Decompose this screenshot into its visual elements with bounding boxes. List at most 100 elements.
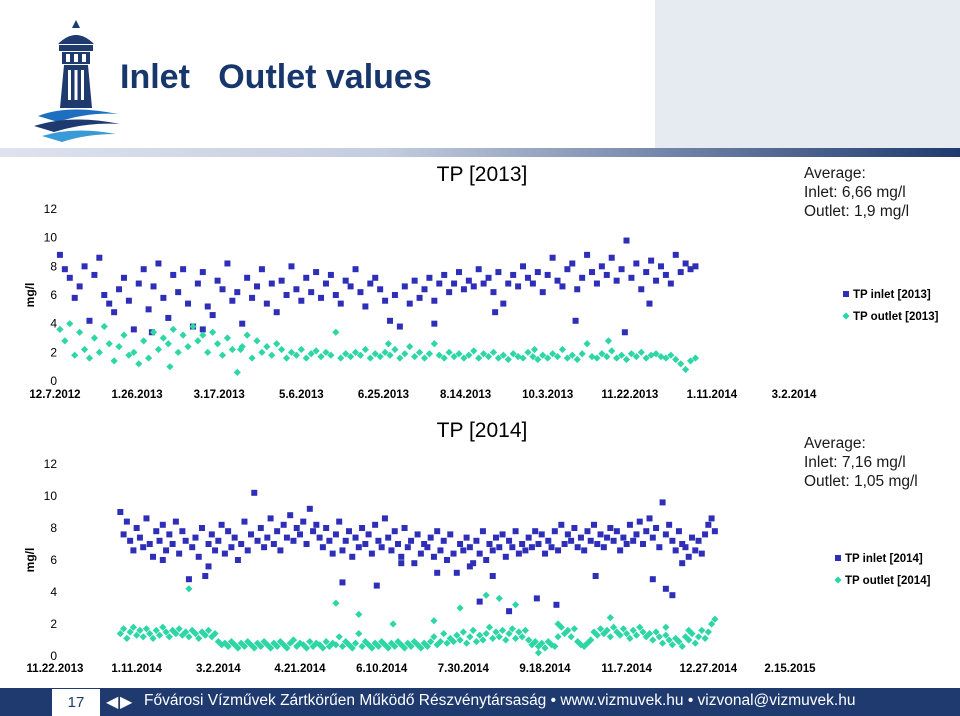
footer-bar [0, 688, 960, 716]
outlet-data-point [351, 348, 360, 356]
outlet-data-point [489, 348, 498, 356]
next-slide-button[interactable]: ▶ [120, 694, 133, 711]
outlet-data-point [400, 644, 409, 652]
outlet-data-point [332, 599, 340, 607]
inlet-data-point [626, 521, 633, 528]
previous-slide-button[interactable]: ◀ [106, 694, 119, 711]
outlet-data-point [152, 626, 160, 634]
inlet-data-point [554, 277, 561, 284]
outlet-data-point [652, 350, 660, 358]
inlet-data-point [628, 274, 635, 281]
inlet-data-point [581, 547, 588, 554]
y-tick-label: 12 [44, 202, 58, 216]
inlet-data-point [135, 280, 142, 287]
outlet-data-point [482, 591, 490, 599]
inlet-data-point [574, 544, 581, 551]
outlet-data-point [420, 354, 429, 362]
outlet-data-point [539, 351, 547, 359]
inlet-data-point [238, 541, 245, 547]
inlet-data-point [192, 534, 199, 541]
outlet-data-point [90, 334, 99, 342]
inlet-data-point [685, 553, 692, 560]
outlet-data-point [182, 628, 190, 636]
outlet-data-point [394, 638, 402, 646]
outlet-data-point [355, 610, 363, 618]
inlet-data-point [359, 525, 366, 531]
average-label: Average: [804, 165, 866, 182]
inlet-data-point [441, 271, 448, 278]
outlet-data-point [247, 641, 255, 649]
inlet-data-point [623, 237, 630, 244]
inlet-data-point [476, 550, 483, 557]
inlet-data-point [404, 544, 411, 551]
outlet-data-point [604, 337, 613, 345]
inlet-data-point [215, 537, 222, 544]
footer-text: Fővárosi Vízművek Zártkörűen Működő Rész… [144, 692, 856, 709]
chart-title: TP [2013] [437, 163, 528, 186]
outlet-data-point [244, 638, 252, 646]
outlet-data-point [647, 351, 655, 359]
inlet-data-point [337, 300, 344, 307]
outlet-data-point [381, 641, 389, 649]
outlet-data-point [456, 636, 464, 644]
inlet-data-point [56, 251, 63, 258]
inlet-data-point [130, 326, 137, 333]
outlet-data-point [361, 638, 369, 646]
inlet-data-point [555, 547, 562, 554]
outlet-data-point [129, 623, 137, 631]
inlet-data-point [416, 294, 423, 301]
inlet-data-point [538, 531, 545, 538]
outlet-data-point [626, 634, 634, 642]
inlet-data-point [698, 550, 705, 557]
inlet-data-point [352, 266, 359, 273]
inlet-data-point [199, 326, 206, 333]
inlet-data-point [579, 274, 586, 281]
inlet-data-point [153, 528, 160, 535]
inlet-data-point [520, 263, 527, 270]
outlet-data-point [345, 641, 353, 649]
inlet-data-point [303, 274, 310, 281]
inlet-data-point [587, 537, 594, 544]
x-tick-label: 7.30.2014 [438, 663, 490, 675]
inlet-data-point [218, 521, 225, 528]
inlet-data-point [620, 534, 627, 541]
inlet-data-point [549, 254, 556, 261]
outlet-data-point [270, 639, 278, 647]
inlet-data-point [194, 280, 201, 287]
y-tick-label: 6 [50, 553, 57, 567]
outlet-data-point [248, 354, 256, 362]
inlet-data-point [179, 528, 186, 535]
inlet-data-point [466, 544, 473, 551]
inlet-data-point [225, 528, 232, 535]
outlet-data-point [280, 641, 288, 649]
inlet-data-point [249, 294, 256, 301]
inlet-data-point [411, 277, 418, 284]
average-outlet-value: Outlet: 1,9 mg/l [804, 203, 910, 220]
outlet-data-point [578, 350, 586, 358]
inlet-data-point [143, 515, 150, 522]
chart-title: TP [2014] [437, 419, 528, 442]
outlet-data-point [557, 623, 565, 631]
inlet-data-point [528, 544, 535, 551]
outlet-data-point [531, 638, 539, 646]
outlet-data-point [312, 347, 320, 355]
inlet-data-point [398, 553, 405, 560]
y-tick-label: 12 [44, 457, 58, 471]
outlet-data-point [169, 325, 177, 333]
inlet-data-point [675, 528, 682, 535]
inlet-data-point [480, 280, 487, 287]
outlet-data-point [227, 638, 235, 646]
legend-outlet-marker [842, 312, 850, 320]
inlet-data-point [525, 534, 532, 541]
outlet-data-point [293, 642, 301, 650]
y-tick-label: 6 [50, 288, 57, 302]
outlet-data-point [685, 636, 693, 644]
outlet-data-point [302, 644, 311, 652]
x-tick-label: 1.11.2014 [111, 663, 162, 675]
inlet-data-point [440, 537, 447, 544]
outlet-data-point [224, 642, 232, 650]
outlet-data-point [499, 351, 507, 359]
inlet-data-point [500, 300, 507, 307]
outlet-data-point [155, 631, 164, 639]
inlet-data-point [81, 263, 88, 270]
